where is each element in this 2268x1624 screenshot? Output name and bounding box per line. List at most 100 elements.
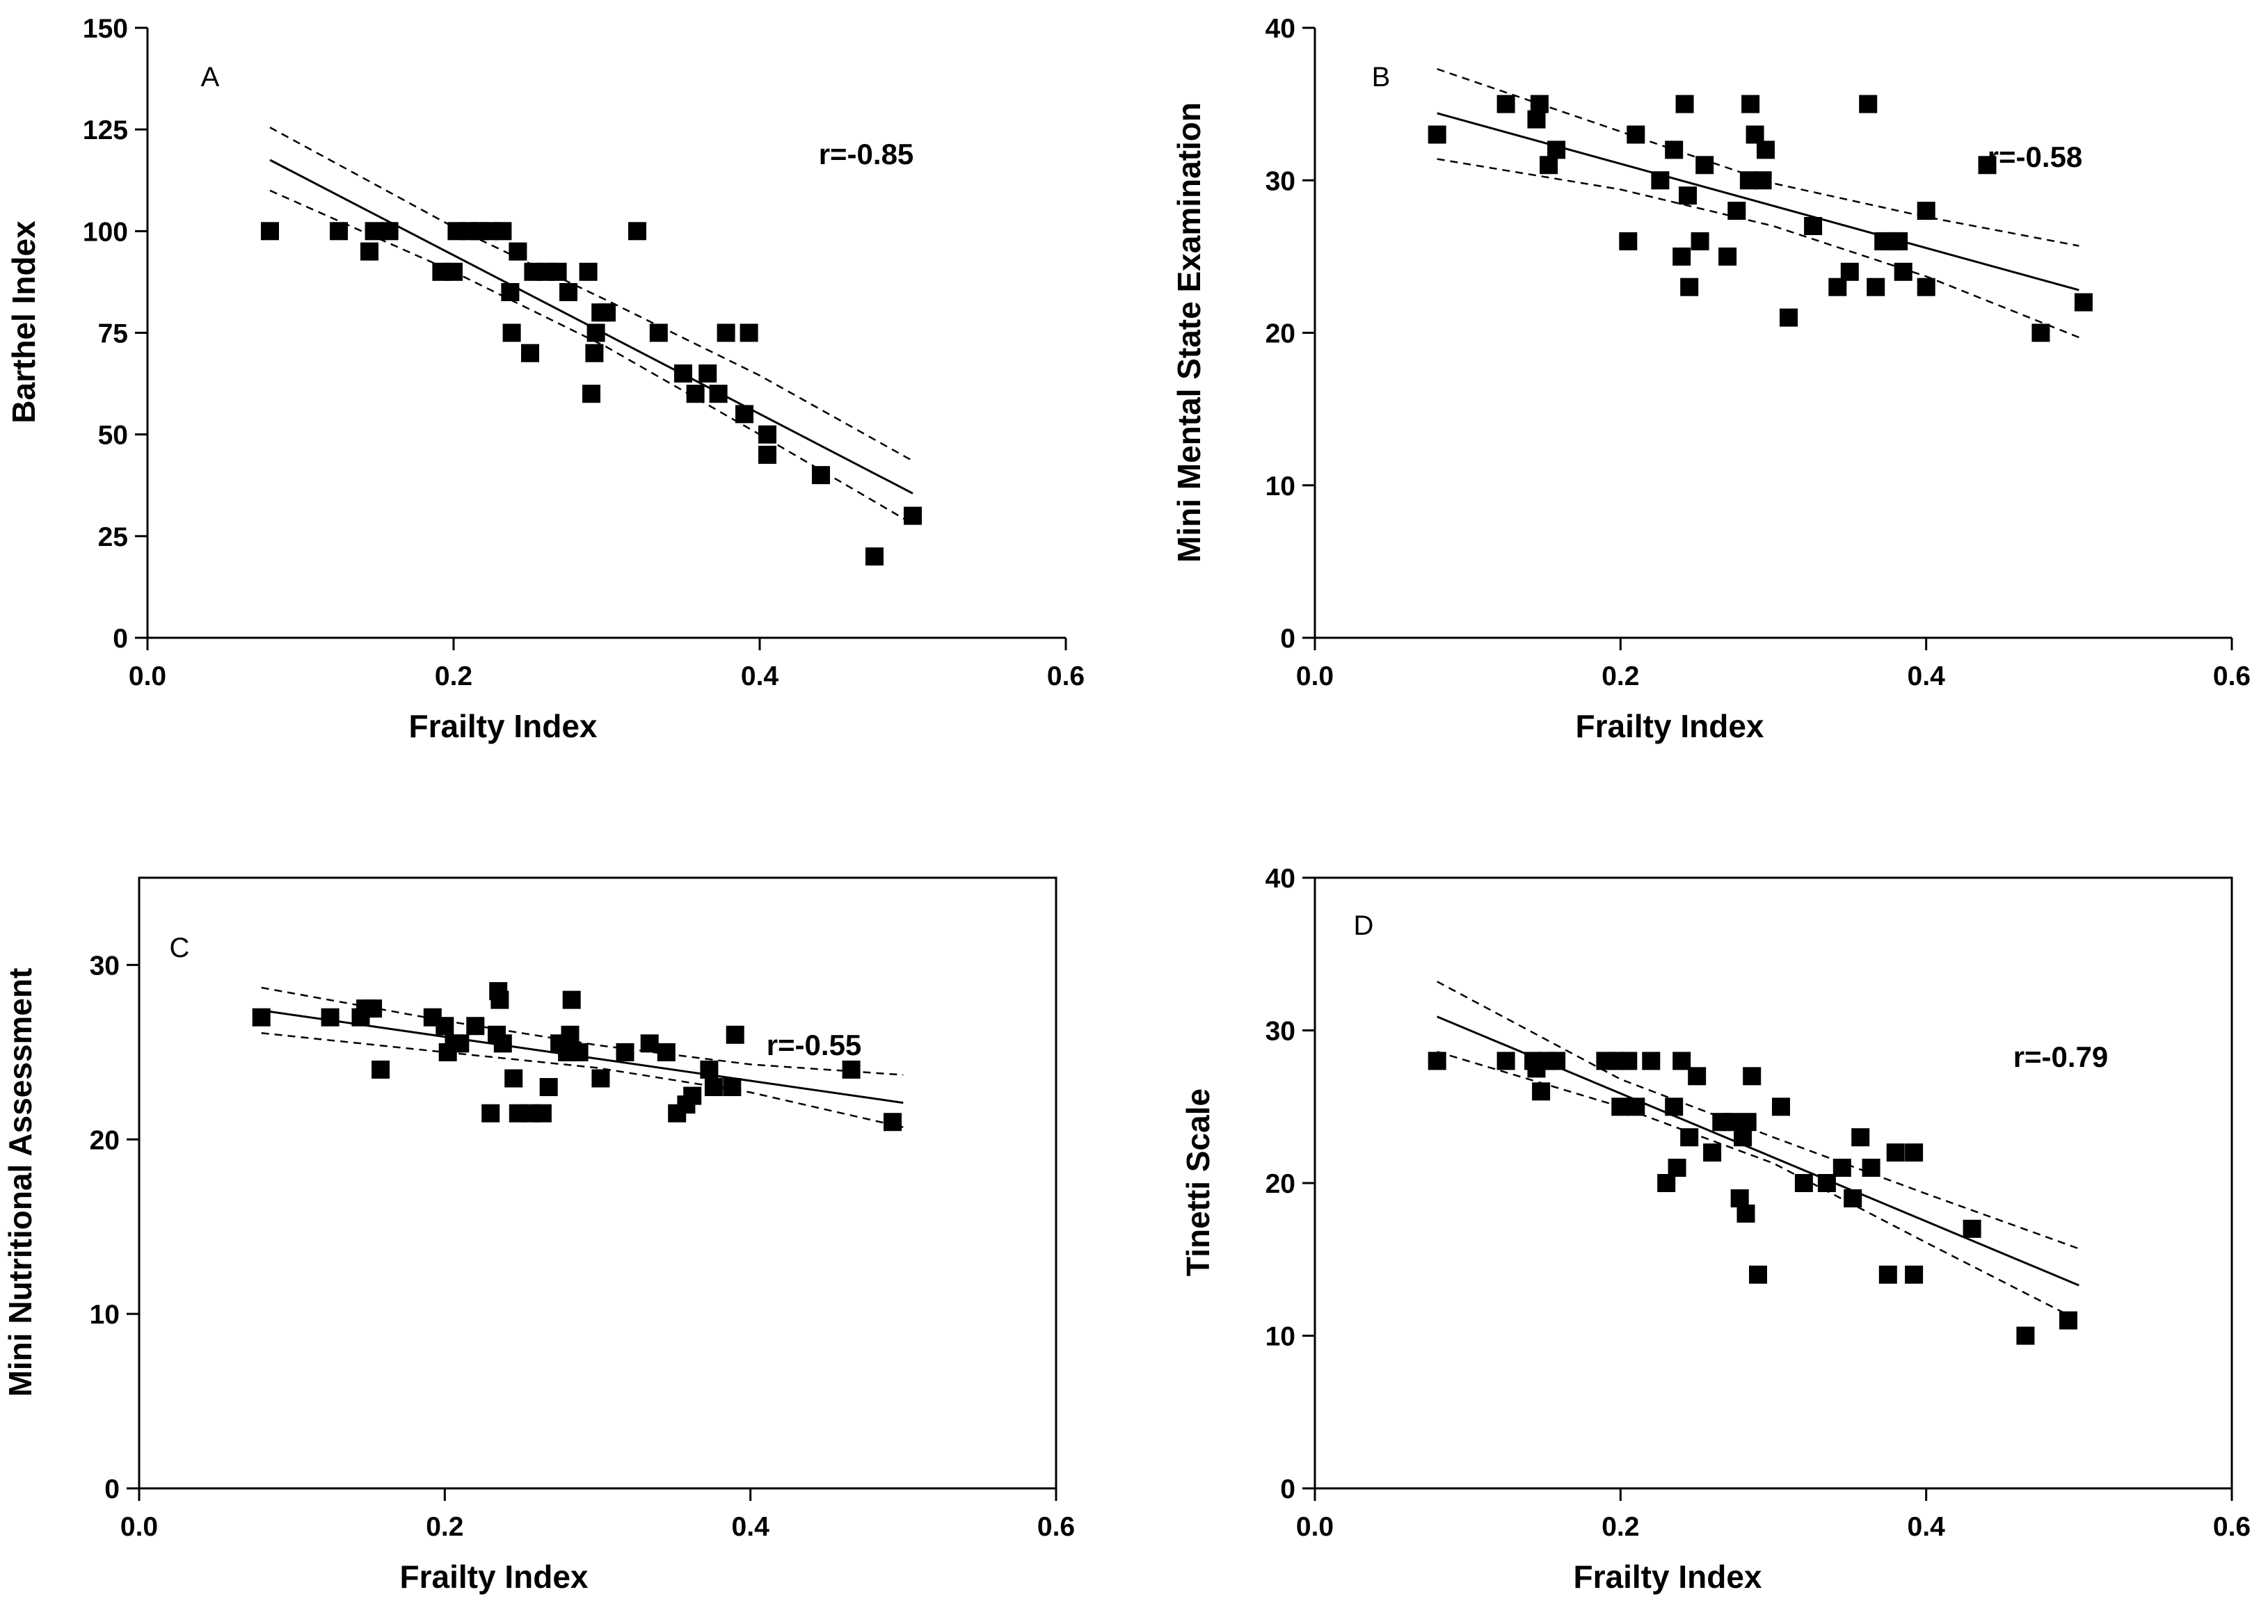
data-point [726, 1025, 744, 1044]
correlation-label: r=-0.79 [2013, 1040, 2109, 1073]
data-point [1428, 1052, 1446, 1070]
data-point [1917, 278, 1935, 296]
panel-letter: B [1372, 62, 1391, 93]
data-point [1547, 140, 1566, 159]
data-point [1721, 1113, 1740, 1132]
data-point [1703, 1143, 1722, 1162]
y-tick-label: 10 [1265, 472, 1295, 501]
y-tick-label: 20 [1265, 319, 1295, 349]
data-point [700, 1060, 719, 1079]
regression-line [1437, 112, 2079, 291]
y-tick-label: 10 [1265, 1322, 1295, 1352]
data-point [1718, 247, 1737, 266]
data-point [261, 222, 279, 241]
x-tick-label: 0.6 [1047, 661, 1085, 691]
data-point [758, 425, 776, 444]
x-axis-title: Frailty Index [409, 708, 598, 744]
data-point [321, 1008, 340, 1027]
data-point [570, 1043, 589, 1061]
data-point [1657, 1174, 1676, 1192]
x-tick-label: 0.4 [732, 1512, 770, 1542]
data-point [842, 1060, 861, 1079]
data-point [740, 323, 758, 342]
data-point [2016, 1326, 2035, 1345]
y-axis-title: Barthel Index [6, 220, 42, 424]
data-point [1917, 202, 1935, 220]
data-point [1817, 1174, 1836, 1192]
data-point [598, 303, 616, 322]
data-point [1627, 125, 1645, 144]
data-point [521, 344, 539, 362]
data-point [504, 1069, 523, 1088]
x-tick-label: 0.2 [1602, 1512, 1639, 1542]
y-tick-label: 20 [1265, 1169, 1295, 1199]
x-tick-label: 0.4 [1908, 1512, 1946, 1542]
data-point [1611, 1098, 1630, 1116]
y-axis-title: Mini Mental State Examination [1171, 102, 1207, 563]
data-point [481, 1104, 500, 1123]
data-point [1695, 156, 1714, 175]
x-tick-label: 0.0 [120, 1512, 158, 1542]
data-point [1963, 1219, 1981, 1238]
data-point [490, 990, 509, 1009]
y-tick-label: 25 [98, 522, 128, 552]
data-point [365, 222, 383, 241]
y-tick-label: 30 [1265, 1017, 1295, 1047]
y-axis-title: Tinetti Scale [1180, 1088, 1216, 1276]
data-point [1642, 1052, 1661, 1070]
panel-b: 0.0 0.2 0.4 0.6 0 10 20 30 40 Frailty Index Mini M… [1171, 14, 2251, 744]
panel-letter: A [201, 62, 220, 93]
y-tick-label: 50 [98, 421, 128, 451]
data-point [1890, 232, 1908, 250]
data-point [1905, 1143, 1924, 1162]
data-point [884, 1113, 902, 1132]
data-point [1757, 140, 1775, 159]
data-point [717, 323, 735, 342]
data-point [865, 547, 884, 566]
y-tick-label: 20 [90, 1125, 120, 1155]
data-point [904, 506, 922, 525]
y-tick-label: 30 [90, 951, 120, 981]
data-point [548, 262, 567, 281]
data-point [704, 1078, 723, 1096]
data-point [1665, 1098, 1684, 1116]
data-point [1862, 1159, 1880, 1177]
x-tick-label: 0.2 [426, 1512, 463, 1542]
x-axis-title: Frailty Index [1574, 1559, 1762, 1595]
data-point [1688, 1067, 1707, 1086]
data-point [1530, 95, 1549, 113]
data-point [466, 1017, 485, 1036]
x-tick-label: 0.0 [1296, 1512, 1334, 1542]
data-point [509, 242, 527, 261]
data-point [1727, 202, 1746, 220]
y-tick-label: 0 [1280, 1474, 1295, 1504]
y-tick-label: 0 [113, 624, 128, 654]
data-point [330, 222, 348, 241]
data-point [1753, 171, 1772, 190]
data-point [1734, 1128, 1752, 1147]
x-tick-label: 0.6 [2213, 661, 2251, 691]
data-point [1679, 186, 1697, 205]
x-tick-label: 0.6 [1037, 1512, 1075, 1542]
ci-upper-line [261, 986, 904, 1076]
y-tick-label: 0 [104, 1474, 120, 1504]
data-point [562, 990, 581, 1009]
data-point [1730, 1189, 1749, 1207]
data-point [501, 283, 520, 301]
data-point [674, 364, 692, 383]
data-point [579, 262, 598, 281]
data-point [2031, 323, 2050, 342]
data-point [1527, 110, 1546, 129]
data-point [1532, 1082, 1551, 1101]
data-point [1851, 1128, 1870, 1147]
ci-lower-line [269, 189, 913, 525]
y-tick-label: 0 [1280, 624, 1295, 654]
ci-lower-line [1437, 158, 2079, 339]
data-point [1867, 278, 1885, 296]
data-point [723, 1078, 742, 1096]
y-tick-label: 150 [83, 14, 128, 44]
ci-upper-line [1437, 981, 2079, 1250]
data-point [1496, 95, 1515, 113]
data-point [1738, 1113, 1757, 1132]
x-tick-label: 0.4 [1908, 661, 1946, 691]
